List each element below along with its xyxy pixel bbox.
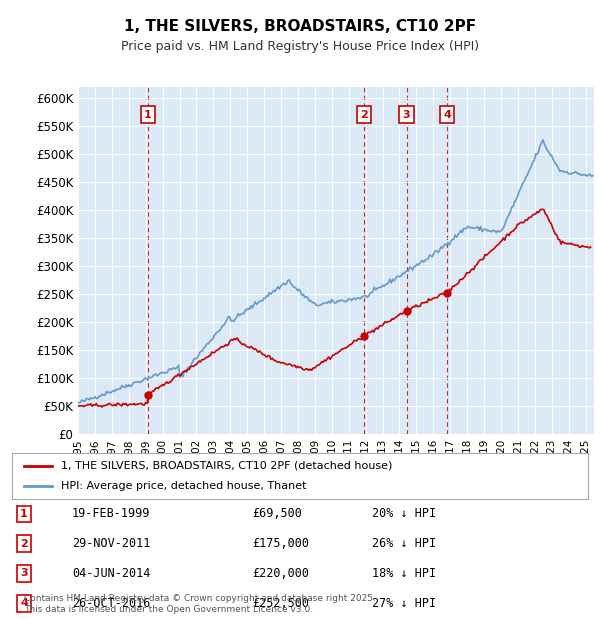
Text: £175,000: £175,000 [252, 538, 309, 550]
Text: Contains HM Land Registry data © Crown copyright and database right 2025.
This d: Contains HM Land Registry data © Crown c… [24, 595, 376, 614]
Text: 29-NOV-2011: 29-NOV-2011 [72, 538, 151, 550]
Text: 27% ↓ HPI: 27% ↓ HPI [372, 597, 436, 609]
Text: 1: 1 [144, 110, 152, 120]
Text: 1, THE SILVERS, BROADSTAIRS, CT10 2PF: 1, THE SILVERS, BROADSTAIRS, CT10 2PF [124, 19, 476, 33]
Text: 26% ↓ HPI: 26% ↓ HPI [372, 538, 436, 550]
Text: £220,000: £220,000 [252, 567, 309, 580]
Text: 4: 4 [20, 598, 28, 608]
Text: 3: 3 [403, 110, 410, 120]
Text: 2: 2 [360, 110, 368, 120]
Text: 3: 3 [20, 569, 28, 578]
Text: 20% ↓ HPI: 20% ↓ HPI [372, 508, 436, 520]
Text: 4: 4 [443, 110, 451, 120]
Text: 2: 2 [20, 539, 28, 549]
Text: 19-FEB-1999: 19-FEB-1999 [72, 508, 151, 520]
Text: 1: 1 [20, 509, 28, 519]
Text: £252,500: £252,500 [252, 597, 309, 609]
Text: 18% ↓ HPI: 18% ↓ HPI [372, 567, 436, 580]
Text: 04-JUN-2014: 04-JUN-2014 [72, 567, 151, 580]
Text: 1, THE SILVERS, BROADSTAIRS, CT10 2PF (detached house): 1, THE SILVERS, BROADSTAIRS, CT10 2PF (d… [61, 461, 392, 471]
Text: Price paid vs. HM Land Registry's House Price Index (HPI): Price paid vs. HM Land Registry's House … [121, 40, 479, 53]
Text: 26-OCT-2016: 26-OCT-2016 [72, 597, 151, 609]
Text: £69,500: £69,500 [252, 508, 302, 520]
Text: HPI: Average price, detached house, Thanet: HPI: Average price, detached house, Than… [61, 481, 307, 491]
